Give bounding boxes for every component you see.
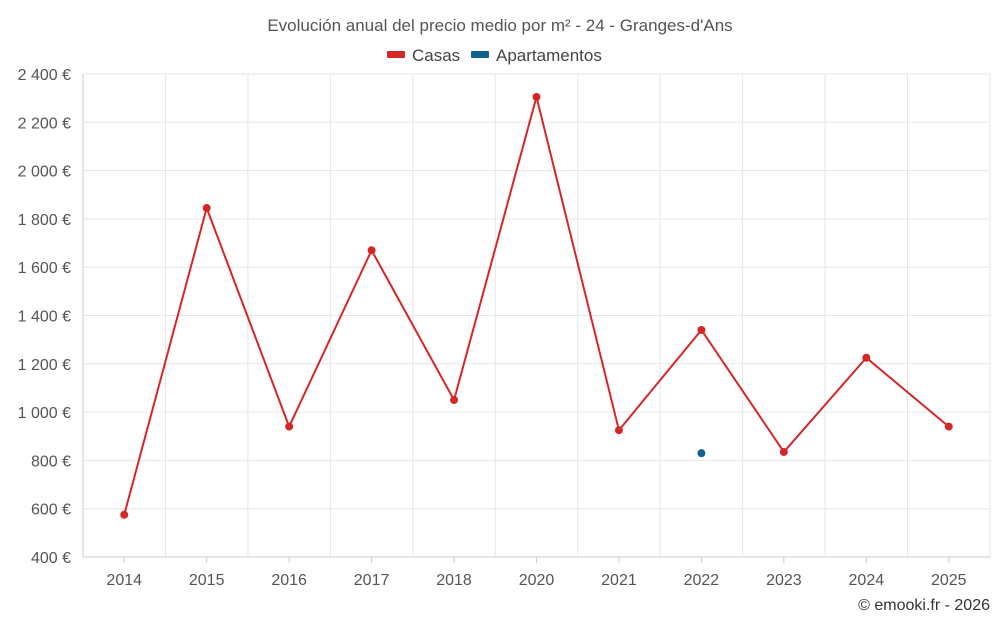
- y-tick-label: 600 €: [31, 502, 71, 519]
- x-tick-label: 2023: [766, 572, 802, 589]
- x-tick-label: 2017: [354, 572, 390, 589]
- y-tick-label: 1 400 €: [18, 309, 71, 326]
- x-tick-label: 2025: [931, 572, 967, 589]
- data-point-apartamentos[interactable]: [697, 449, 706, 458]
- y-tick-label: 1 800 €: [18, 212, 71, 229]
- x-tick-label: 2014: [106, 572, 142, 589]
- x-tick-label: 2022: [684, 572, 720, 589]
- chart-title: Evolución anual del precio medio por m² …: [267, 16, 732, 35]
- data-point-casas[interactable]: [779, 447, 788, 456]
- series-casas: [120, 92, 953, 519]
- data-point-casas[interactable]: [944, 422, 953, 431]
- x-tick-label: 2020: [519, 572, 555, 589]
- y-axis: 400 € 600 € 800 € 1 000 € 1 200 € 1 400 € 1 60…: [18, 67, 71, 567]
- legend-swatch-casas: [387, 51, 405, 58]
- legend-label-casas: Casas: [412, 46, 460, 65]
- legend-swatch-apartamentos: [471, 51, 489, 58]
- y-tick-label: 1 600 €: [18, 260, 71, 277]
- data-point-casas[interactable]: [367, 246, 376, 255]
- x-tick-label: 2015: [189, 572, 225, 589]
- y-tick-label: 2 000 €: [18, 164, 71, 181]
- credit-text: © emooki.fr - 2026: [858, 597, 990, 614]
- data-point-casas[interactable]: [697, 325, 706, 334]
- legend-label-apartamentos: Apartamentos: [496, 46, 602, 65]
- data-point-casas[interactable]: [862, 353, 871, 362]
- y-tick-label: 1 200 €: [18, 357, 71, 374]
- series: [120, 92, 953, 519]
- series-apartamentos: [697, 449, 706, 458]
- y-tick-label: 2 400 €: [18, 67, 71, 84]
- y-tick-label: 800 €: [31, 453, 71, 470]
- x-tick-label: 2024: [849, 572, 885, 589]
- data-point-casas[interactable]: [202, 204, 211, 213]
- x-axis: 2014 2015 2016 2017 2018 2020 2021 2022 2023 2024…: [106, 557, 967, 589]
- y-tick-label: 2 200 €: [18, 115, 71, 132]
- data-point-casas[interactable]: [285, 422, 294, 431]
- legend-item-apartamentos[interactable]: Apartamentos: [471, 46, 602, 65]
- x-tick-label: 2021: [601, 572, 637, 589]
- data-point-casas[interactable]: [120, 510, 129, 519]
- x-tick-label: 2016: [271, 572, 307, 589]
- data-point-casas[interactable]: [614, 426, 623, 435]
- y-tick-label: 400 €: [31, 550, 71, 567]
- x-tick-label: 2018: [436, 572, 472, 589]
- legend: Casas Apartamentos: [387, 46, 602, 65]
- y-tick-label: 1 000 €: [18, 405, 71, 422]
- data-point-casas[interactable]: [532, 92, 541, 101]
- data-point-casas[interactable]: [450, 396, 459, 405]
- legend-item-casas[interactable]: Casas: [387, 46, 460, 65]
- grid: [82, 73, 991, 558]
